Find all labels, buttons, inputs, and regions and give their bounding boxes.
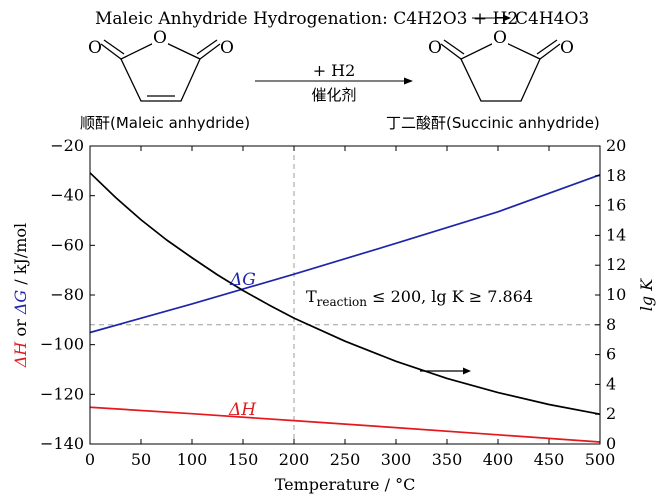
y-left-tick-label: −40 [50, 186, 84, 205]
reagent-below: 催化剂 [311, 86, 356, 104]
y-axis-left-title: ΔH or ΔG / kJ/mol [11, 223, 30, 368]
y-left-tick-label: −60 [50, 235, 84, 254]
succinic-anhydride-structure [440, 39, 561, 102]
condition-annotation-t: T [306, 287, 317, 306]
x-tick-label: 300 [381, 450, 412, 469]
y-axis-left: −20 −40 −60 −80 −100 −120 −140 [40, 136, 95, 453]
scheme-title: Maleic Anhydride Hydrogenation: C4H2O3 +… [95, 9, 518, 29]
y-axis-left-title-dg: ΔG [11, 290, 30, 316]
y-axis-right-title: lg K [637, 278, 656, 311]
y-right-tick-label: 18 [606, 166, 626, 185]
lgk-axis-arrowhead [463, 367, 471, 375]
dg-series-line [89, 174, 601, 334]
carbonyl-oxygen-right-label-2: O [560, 38, 574, 58]
y-left-tick-label: −100 [40, 335, 84, 354]
condition-annotation: Treaction ≤ 200, lg K ≥ 7.864 [306, 287, 533, 309]
equation-rhs: C4H4O3 [515, 9, 589, 29]
carbonyl-oxygen-right-label: O [220, 38, 234, 58]
x-tick-label: 50 [131, 450, 151, 469]
maleic-anhydride-structure [100, 39, 221, 102]
reactant-label: 顺酐(Maleic anhydride) [80, 114, 250, 132]
reaction-scheme: Maleic Anhydride Hydrogenation: C4H2O3 +… [80, 9, 600, 132]
condition-annotation-sub: reaction [317, 295, 368, 309]
y-left-tick-label: −120 [40, 384, 84, 403]
y-right-tick-label: 8 [606, 315, 616, 334]
y-axis-left-title-unit: / kJ/mol [11, 223, 30, 290]
x-tick-label: 0 [85, 450, 95, 469]
reaction-arrowhead [404, 77, 413, 85]
x-tick-label: 100 [177, 450, 208, 469]
guide-lines [90, 146, 600, 444]
y-axis-right: 0 2 4 6 8 10 12 14 16 18 20 [595, 136, 626, 453]
x-tick-label: 200 [279, 450, 310, 469]
y-right-tick-label: 0 [606, 434, 616, 453]
y-right-tick-label: 12 [606, 255, 626, 274]
dg-curve-label: ΔG [229, 270, 256, 290]
lgk-series-line [89, 172, 601, 416]
x-tick-label: 150 [228, 450, 259, 469]
carbonyl-oxygen-left-label-2: O [428, 38, 442, 58]
x-axis: 0 50 100 150 200 250 300 350 400 450 500 [85, 146, 615, 469]
scheme-title-prefix: Maleic Anhydride Hydrogenation: [95, 9, 393, 29]
x-tick-label: 500 [585, 450, 616, 469]
y-right-tick-label: 14 [606, 225, 626, 244]
ring-oxygen-mask [152, 28, 168, 46]
carbonyl-oxygen-left-label: O [88, 38, 102, 58]
y-right-tick-label: 16 [606, 196, 626, 215]
y-left-tick-label: −20 [50, 136, 84, 155]
y-left-tick-label: −140 [40, 434, 84, 453]
y-left-tick-label: −80 [50, 285, 84, 304]
equation-lhs: C4H2O3 + H2 [393, 9, 518, 29]
y-axis-left-title-or: or [11, 314, 30, 341]
series-layer [89, 172, 601, 443]
ring-oxygen-mask-2 [492, 28, 508, 46]
x-axis-title: Temperature / °C [275, 475, 416, 494]
equation-arrowhead [503, 14, 511, 22]
condition-annotation-rest: ≤ 200, lg K ≥ 7.864 [367, 287, 533, 306]
x-tick-label: 450 [534, 450, 565, 469]
ring-oxygen-label: O [153, 28, 167, 48]
y-axis-left-title-dh: ΔH [11, 341, 30, 369]
dh-series-line [89, 406, 601, 443]
y-right-tick-label: 4 [606, 374, 616, 393]
y-right-tick-label: 6 [606, 345, 616, 364]
reagent-above: + H2 [313, 61, 356, 80]
y-right-tick-label: 2 [606, 404, 616, 423]
x-tick-label: 350 [432, 450, 463, 469]
chart: 0 50 100 150 200 250 300 350 400 450 500 −20−40−60… [11, 136, 656, 494]
x-tick-label: 400 [483, 450, 514, 469]
ring-oxygen-label-2: O [493, 28, 507, 48]
dh-curve-label: ΔH [228, 400, 257, 420]
y-right-tick-label: 20 [606, 136, 626, 155]
product-label: 丁二酸酐(Succinic anhydride) [386, 114, 600, 132]
y-right-tick-label: 10 [606, 285, 626, 304]
x-tick-label: 250 [330, 450, 361, 469]
